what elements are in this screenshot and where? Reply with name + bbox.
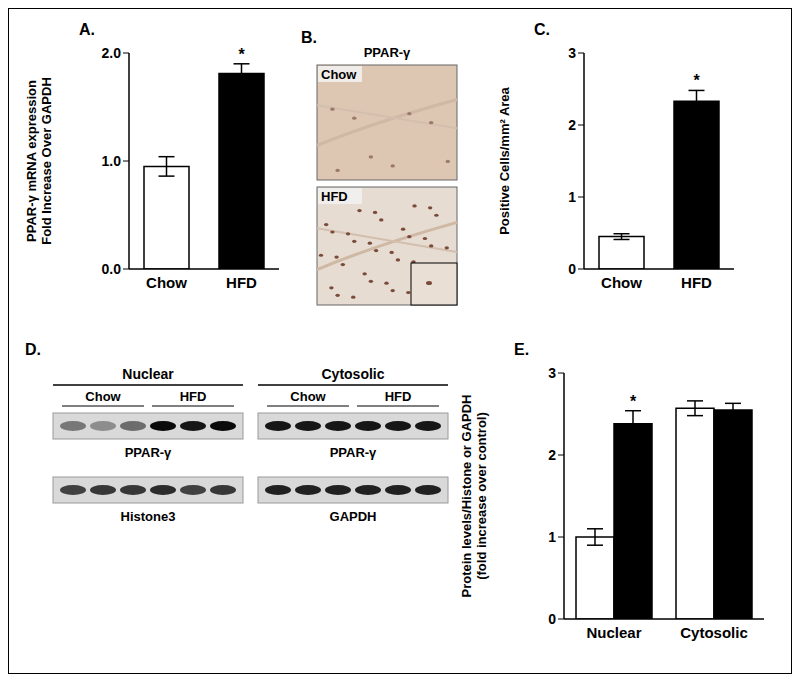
html-text:C.: C. xyxy=(534,21,550,38)
svg-text:PPAR-γ: PPAR-γ xyxy=(330,445,377,460)
svg-text:2: 2 xyxy=(548,447,556,463)
svg-text:HFD: HFD xyxy=(321,189,348,204)
html-text:E.: E. xyxy=(514,341,530,358)
html-text:Protein levels/Histone or GAPD: Protein levels/Histone or GAPDH xyxy=(459,394,474,598)
html-text:(fold increase over control): (fold increase over control) xyxy=(474,412,489,580)
svg-text:Nuclear: Nuclear xyxy=(122,366,174,382)
svg-text:Chow: Chow xyxy=(601,274,642,291)
svg-text:PPAR-γ: PPAR-γ xyxy=(125,445,172,460)
svg-text:Chow: Chow xyxy=(146,274,187,291)
svg-text:Chow: Chow xyxy=(290,389,326,404)
svg-text:Cytosolic: Cytosolic xyxy=(321,366,384,382)
svg-text:*: * xyxy=(238,46,245,63)
svg-text:3: 3 xyxy=(548,365,556,381)
html-text:Fold Increase Over GAPDH: Fold Increase Over GAPDH xyxy=(39,77,54,245)
svg-text:3: 3 xyxy=(568,45,576,61)
svg-text:B.: B. xyxy=(301,29,317,46)
svg-text:HFD: HFD xyxy=(681,274,712,291)
svg-text:PPAR-γ: PPAR-γ xyxy=(364,45,411,60)
svg-text:Chow: Chow xyxy=(321,67,357,82)
svg-text:Chow: Chow xyxy=(85,389,121,404)
html-text:Positive Cells/mm² Area: Positive Cells/mm² Area xyxy=(496,87,512,235)
svg-text:0.0: 0.0 xyxy=(102,261,122,277)
svg-text:HFD: HFD xyxy=(385,389,412,404)
svg-text:Histone3: Histone3 xyxy=(121,509,176,524)
svg-text:HFD: HFD xyxy=(226,274,257,291)
svg-text:2.0: 2.0 xyxy=(102,45,122,61)
svg-text:HFD: HFD xyxy=(180,389,207,404)
svg-text:1.0: 1.0 xyxy=(102,153,122,169)
html-text:A.: A. xyxy=(79,21,95,38)
svg-text:Cytosolic: Cytosolic xyxy=(680,624,748,641)
svg-text:D.: D. xyxy=(25,341,41,358)
svg-text:0: 0 xyxy=(568,261,576,277)
svg-text:Nuclear: Nuclear xyxy=(586,624,641,641)
html-text:PPAR-γ mRNA expression: PPAR-γ mRNA expression xyxy=(24,80,39,242)
svg-text:1: 1 xyxy=(548,529,556,545)
svg-text:2: 2 xyxy=(568,117,576,133)
svg-text:GAPDH: GAPDH xyxy=(330,509,377,524)
svg-text:1: 1 xyxy=(568,189,576,205)
svg-text:*: * xyxy=(630,393,637,410)
svg-text:0: 0 xyxy=(548,611,556,627)
svg-text:*: * xyxy=(693,72,700,89)
